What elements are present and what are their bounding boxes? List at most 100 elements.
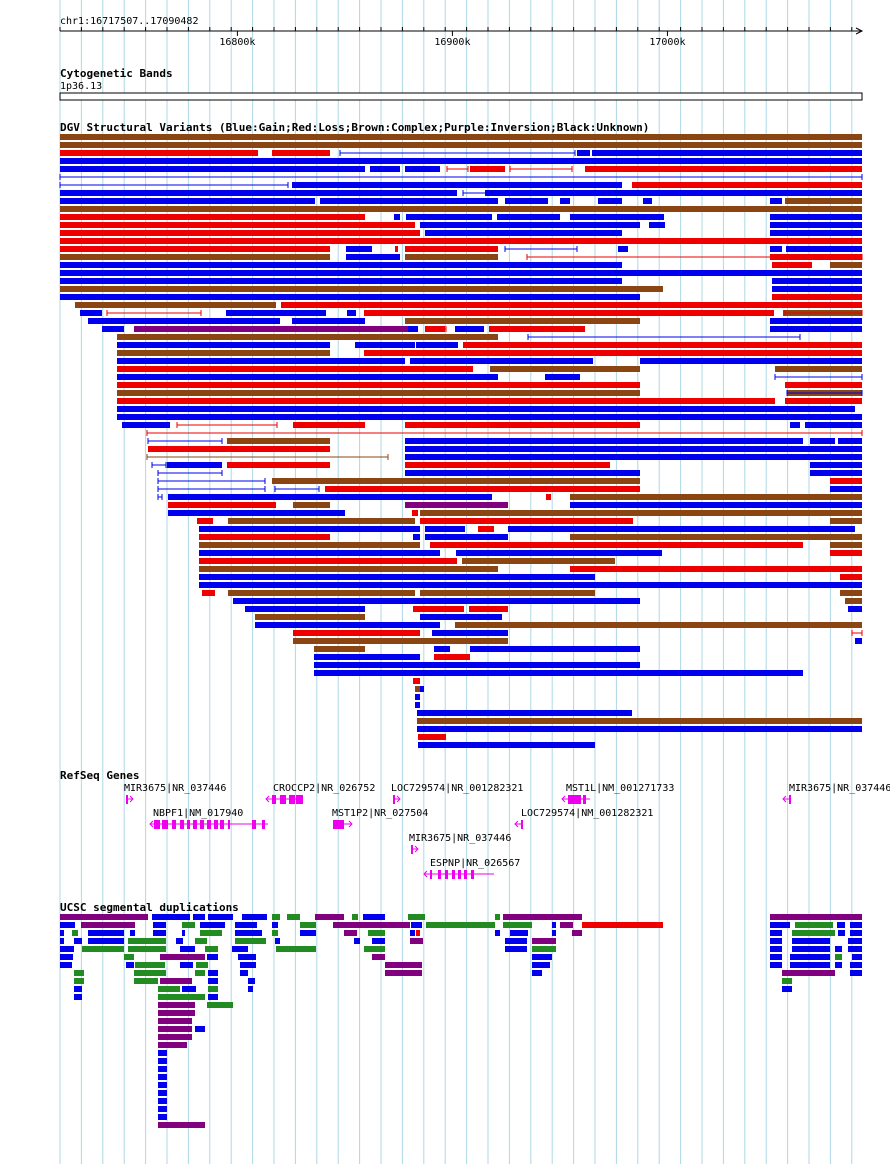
dgv-variant[interactable] (420, 518, 633, 524)
dgv-variant[interactable] (293, 502, 330, 508)
refseq-gene[interactable]: MST1P2|NR_027504 (332, 808, 428, 829)
dgv-variant[interactable] (60, 262, 622, 268)
segdup-feature[interactable] (503, 922, 532, 928)
dgv-variant[interactable] (80, 310, 102, 316)
dgv-variant[interactable] (60, 270, 862, 276)
dgv-variant[interactable] (772, 286, 862, 292)
segdup-feature[interactable] (193, 914, 205, 920)
dgv-variant[interactable] (364, 310, 774, 316)
dgv-variant[interactable] (417, 718, 862, 724)
dgv-variant[interactable] (432, 630, 508, 636)
segdup-feature[interactable] (495, 930, 500, 936)
dgv-variant[interactable] (413, 678, 420, 684)
segdup-feature[interactable] (205, 946, 218, 952)
dgv-variant[interactable] (405, 470, 640, 476)
dgv-variant[interactable] (102, 326, 124, 332)
segdup-feature[interactable] (850, 962, 862, 968)
segdup-feature[interactable] (82, 946, 124, 952)
segdup-feature[interactable] (182, 986, 196, 992)
dgv-variant[interactable] (60, 134, 862, 140)
dgv-variant[interactable] (314, 662, 640, 668)
dgv-variant[interactable] (148, 446, 330, 452)
dgv-variant[interactable] (855, 638, 862, 644)
dgv-variant[interactable] (420, 686, 424, 692)
dgv-variant[interactable] (830, 550, 862, 556)
segdup-feature[interactable] (372, 938, 385, 944)
segdup-feature[interactable] (160, 978, 192, 984)
segdup-feature[interactable] (848, 946, 862, 952)
segdup-feature[interactable] (207, 954, 218, 960)
dgv-variant[interactable] (469, 606, 508, 612)
refseq-gene[interactable]: ESPNP|NR_026567 (423, 858, 520, 879)
dgv-variant[interactable] (60, 286, 663, 292)
segdup-feature[interactable] (552, 930, 556, 936)
dgv-variant[interactable] (227, 438, 330, 444)
segdup-feature[interactable] (782, 970, 835, 976)
segdup-feature[interactable] (532, 970, 542, 976)
dgv-variant[interactable] (405, 318, 640, 324)
dgv-variant[interactable] (325, 486, 640, 492)
dgv-variant[interactable] (122, 422, 170, 428)
dgv-variant[interactable] (199, 542, 420, 548)
segdup-feature[interactable] (835, 954, 842, 960)
segdup-feature[interactable] (850, 922, 862, 928)
dgv-variant[interactable] (840, 590, 862, 596)
dgv-variant[interactable] (770, 246, 782, 252)
dgv-variant[interactable] (489, 326, 585, 332)
dgv-variant[interactable] (420, 510, 862, 516)
dgv-variant[interactable] (434, 654, 470, 660)
dgv-variant[interactable] (770, 214, 862, 220)
dgv-variant[interactable] (770, 198, 782, 204)
segdup-feature[interactable] (158, 994, 205, 1000)
dgv-variant[interactable] (415, 702, 420, 708)
dgv-variant[interactable] (770, 326, 862, 332)
segdup-feature[interactable] (532, 946, 556, 952)
dgv-variant[interactable] (314, 654, 420, 660)
dgv-variant[interactable] (227, 462, 330, 468)
dgv-variant[interactable] (416, 342, 458, 348)
dgv-variant[interactable] (293, 630, 420, 636)
dgv-variant[interactable] (88, 318, 280, 324)
segdup-feature[interactable] (158, 1050, 167, 1056)
segdup-feature[interactable] (410, 938, 423, 944)
segdup-feature[interactable] (153, 922, 166, 928)
segdup-feature[interactable] (275, 938, 280, 944)
dgv-variant[interactable] (430, 542, 803, 548)
dgv-variant[interactable] (810, 470, 862, 476)
dgv-variant[interactable] (320, 198, 498, 204)
dgv-variant[interactable] (830, 262, 862, 268)
dgv-variant[interactable] (255, 614, 365, 620)
segdup-feature[interactable] (505, 946, 527, 952)
dgv-variant[interactable] (410, 358, 593, 364)
segdup-feature[interactable] (158, 1090, 167, 1096)
segdup-feature[interactable] (532, 962, 550, 968)
dgv-variant[interactable] (60, 198, 315, 204)
dgv-variant[interactable] (60, 222, 415, 228)
dgv-variant[interactable] (134, 326, 408, 332)
segdup-feature[interactable] (74, 978, 84, 984)
dgv-variant[interactable] (775, 366, 862, 372)
cytoband-bar[interactable] (59, 92, 863, 101)
dgv-variant[interactable] (508, 526, 855, 532)
segdup-feature[interactable] (74, 938, 82, 944)
segdup-feature[interactable] (240, 962, 256, 968)
dgv-variant[interactable] (405, 502, 508, 508)
dgv-variant[interactable] (117, 398, 775, 404)
dgv-variant[interactable] (425, 526, 465, 532)
dgv-variant[interactable] (60, 150, 258, 156)
dgv-variant[interactable] (228, 590, 415, 596)
segdup-feature[interactable] (782, 978, 792, 984)
segdup-feature[interactable] (74, 994, 82, 1000)
segdup-feature[interactable] (126, 962, 134, 968)
dgv-variant[interactable] (420, 222, 640, 228)
segdup-feature[interactable] (124, 954, 134, 960)
dgv-variant[interactable] (117, 342, 330, 348)
dgv-variant[interactable] (425, 230, 622, 236)
segdup-feature[interactable] (410, 930, 415, 936)
dgv-variant[interactable] (117, 374, 498, 380)
refseq-gene[interactable]: MIR3675|NR_037446 (782, 783, 890, 804)
segdup-feature[interactable] (74, 970, 84, 976)
dgv-variant[interactable] (830, 518, 862, 524)
dgv-variant[interactable] (117, 414, 862, 420)
segdup-feature[interactable] (770, 922, 790, 928)
